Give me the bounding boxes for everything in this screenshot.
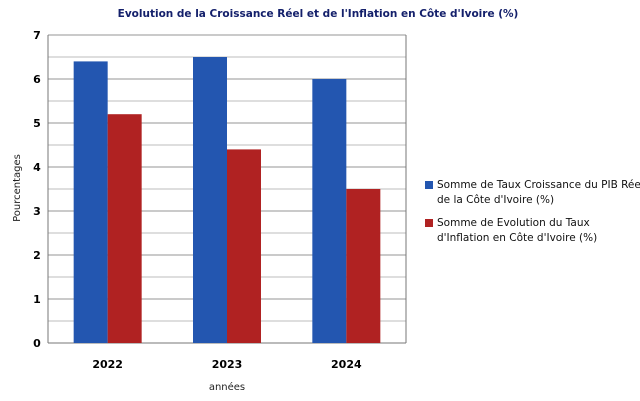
x-tick-label: 2024 (331, 358, 362, 371)
legend-label: d'Inflation en Côte d'Ivoire (%) (437, 232, 597, 244)
y-axis-label: Pourcentages (12, 154, 23, 222)
chart-title: Evolution de la Croissance Réel et de l'… (118, 8, 519, 20)
y-tick-label: 5 (33, 117, 41, 130)
x-axis-label: années (209, 381, 245, 393)
bar-inflation-2023 (227, 149, 261, 343)
y-tick-label: 7 (33, 29, 41, 42)
x-tick-labels: 2022 2023 2024 (92, 358, 362, 371)
bar-inflation-2022 (107, 114, 142, 343)
legend-swatch (425, 181, 433, 189)
y-tick-label: 4 (33, 161, 41, 174)
bars (73, 57, 381, 344)
y-tick-label: 3 (33, 205, 41, 218)
y-tick-labels: 0 1 2 3 4 5 6 7 (33, 29, 41, 350)
legend: Somme de Taux Croissance du PIB Réel de l… (425, 179, 640, 244)
bar-croissance-2022 (73, 61, 108, 344)
legend-swatch (425, 219, 433, 227)
y-tick-label: 0 (33, 337, 41, 350)
bar-croissance-2023 (193, 57, 227, 343)
x-tick-label: 2022 (92, 358, 123, 371)
bar-croissance-2024 (312, 79, 347, 343)
legend-label: Somme de Taux Croissance du PIB Réel (437, 179, 640, 191)
x-tick-label: 2023 (212, 358, 243, 371)
bar-inflation-2024 (346, 189, 381, 343)
y-tick-label: 2 (33, 249, 41, 262)
legend-label: de la Côte d'Ivoire (%) (437, 194, 554, 206)
y-tick-label: 6 (33, 73, 41, 86)
legend-label: Somme de Evolution du Taux (437, 217, 590, 229)
y-tick-label: 1 (33, 293, 41, 306)
